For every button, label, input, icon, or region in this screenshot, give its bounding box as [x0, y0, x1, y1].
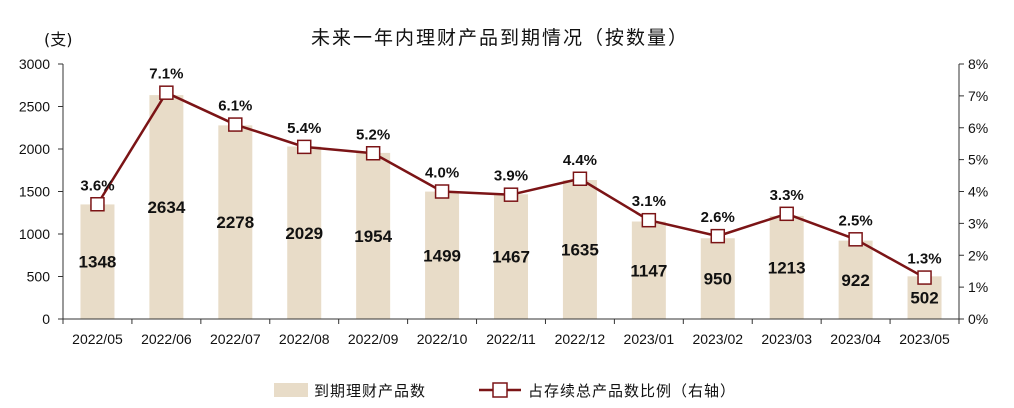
x-tick-label: 2022/07: [210, 331, 261, 347]
bar-value-label: 950: [704, 270, 732, 289]
bar-value-label: 2634: [147, 198, 185, 217]
bar-value-label: 1635: [561, 241, 599, 260]
y-right-tick-label: 0%: [968, 311, 988, 327]
bar-value-label: 1348: [79, 253, 117, 272]
y-right-tick-label: 8%: [968, 56, 988, 72]
line-series: [90, 85, 932, 285]
ratio-value-label: 3.1%: [632, 193, 666, 210]
legend-bar-label: 到期理财产品数: [314, 382, 426, 400]
ratio-marker-2022/12: [572, 171, 588, 186]
y-right-tick-label: 3%: [968, 215, 988, 231]
ratio-value-label: 4.4%: [563, 152, 597, 169]
x-tick-label: 2023/02: [692, 331, 743, 347]
ratio-value-label: 5.2%: [356, 126, 390, 143]
legend: 到期理财产品数 占存续总产品数比例（右轴）: [274, 382, 736, 400]
left-axis-unit: (支): [44, 30, 73, 49]
ratio-marker-2023/02: [710, 228, 726, 244]
x-tick-label: 2023/04: [830, 331, 881, 347]
bar-2022/09: [356, 152, 391, 319]
ratio-value-label: 6.1%: [218, 98, 252, 115]
x-tick-label: 2023/01: [624, 331, 675, 347]
bar-2022/06: [149, 95, 184, 319]
y-left-tick-label: 500: [27, 269, 51, 285]
axes: 0 500 1000 1500 2000 2500 3000 0% 1% 2% 3% 4% 5% 6% 7%…: [19, 56, 988, 347]
bar-2023/01: [631, 221, 666, 319]
bar-value-label: 1213: [768, 258, 806, 277]
ratio-marker-2023/04: [848, 232, 863, 247]
legend-line-marker: [492, 382, 508, 398]
ratio-marker-2022/05: [90, 197, 105, 212]
bar-2022/08: [287, 146, 322, 319]
x-tick-label: 2022/06: [141, 331, 192, 347]
ratio-marker-2023/01: [641, 212, 657, 228]
y-left-tick-label: 2000: [19, 141, 50, 157]
x-tick-label: 2023/03: [761, 331, 812, 347]
legend-line-label: 占存续总产品数比例（右轴）: [528, 382, 736, 400]
bar-value-label: 1499: [423, 246, 461, 265]
bar-value-label: 1147: [630, 261, 667, 280]
y-left-tick-label: 1000: [19, 226, 50, 242]
bar-2022/07: [218, 125, 253, 320]
bar-value-label: 1954: [354, 227, 392, 246]
bar-2023/04: [838, 240, 873, 319]
bar-2022/11: [494, 194, 528, 319]
ratio-marker-2023/05: [917, 270, 932, 285]
x-tick-label: 2022/11: [486, 331, 536, 347]
y-left-tick-label: 2500: [19, 99, 50, 115]
bar-value-label: 2278: [216, 213, 254, 232]
data-labels: 1348 2634 2278 2029 1954 1499 1467 1635 1147 950 1…: [79, 66, 942, 308]
bar-2023/03: [769, 215, 804, 319]
bar-value-label: 502: [910, 289, 938, 308]
bar-value-label: 1467: [492, 248, 530, 267]
ratio-value-label: 5.4%: [287, 120, 321, 137]
y-right-tick-label: 2%: [968, 247, 988, 263]
bar-2022/05: [80, 204, 115, 319]
x-tick-label: 2022/09: [348, 331, 399, 347]
ratio-marker-2023/03: [779, 206, 794, 222]
x-tick-label: 2022/10: [417, 331, 468, 347]
ratio-value-label: 3.9%: [494, 168, 528, 185]
x-tick-label: 2022/12: [555, 331, 606, 347]
x-tick-label: 2022/05: [72, 331, 123, 347]
ratio-marker-2022/07: [228, 117, 243, 132]
y-left-tick-label: 0: [42, 311, 50, 327]
y-right-tick-label: 7%: [968, 88, 988, 104]
ratio-marker-2022/08: [296, 139, 312, 155]
ratio-value-label: 3.6%: [80, 177, 114, 194]
y-right-tick-label: 5%: [968, 152, 988, 168]
ratio-value-label: 1.3%: [907, 251, 941, 268]
ratio-marker-2022/09: [365, 146, 381, 161]
y-right-tick-label: 4%: [968, 184, 988, 200]
bar-series: [80, 95, 942, 320]
ratio-value-label: 2.6%: [701, 209, 735, 226]
ratio-value-label: 7.1%: [149, 66, 183, 83]
y-left-tick-label: 3000: [19, 56, 50, 72]
x-tick-label: 2023/05: [899, 331, 950, 347]
bar-value-label: 2029: [285, 224, 323, 243]
y-right-tick-label: 1%: [968, 279, 988, 295]
bar-2022/12: [562, 180, 597, 319]
x-tick-label: 2022/08: [279, 331, 330, 347]
ratio-marker-2022/10: [434, 184, 450, 199]
chart-title: 未来一年内理财产品到期情况（按数量）: [311, 27, 689, 49]
bar-2022/10: [425, 191, 460, 319]
ratio-value-label: 2.5%: [839, 212, 873, 229]
ratio-marker-2022/11: [503, 187, 519, 202]
legend-bar-swatch: [274, 383, 308, 397]
ratio-value-label: 3.3%: [770, 187, 804, 204]
bar-value-label: 922: [841, 271, 869, 290]
y-right-tick-label: 6%: [968, 120, 988, 136]
y-left-tick-label: 1500: [19, 184, 50, 200]
ratio-marker-2022/06: [159, 85, 174, 100]
bar-2023/02: [700, 238, 735, 319]
ratio-value-label: 4.0%: [425, 165, 459, 182]
